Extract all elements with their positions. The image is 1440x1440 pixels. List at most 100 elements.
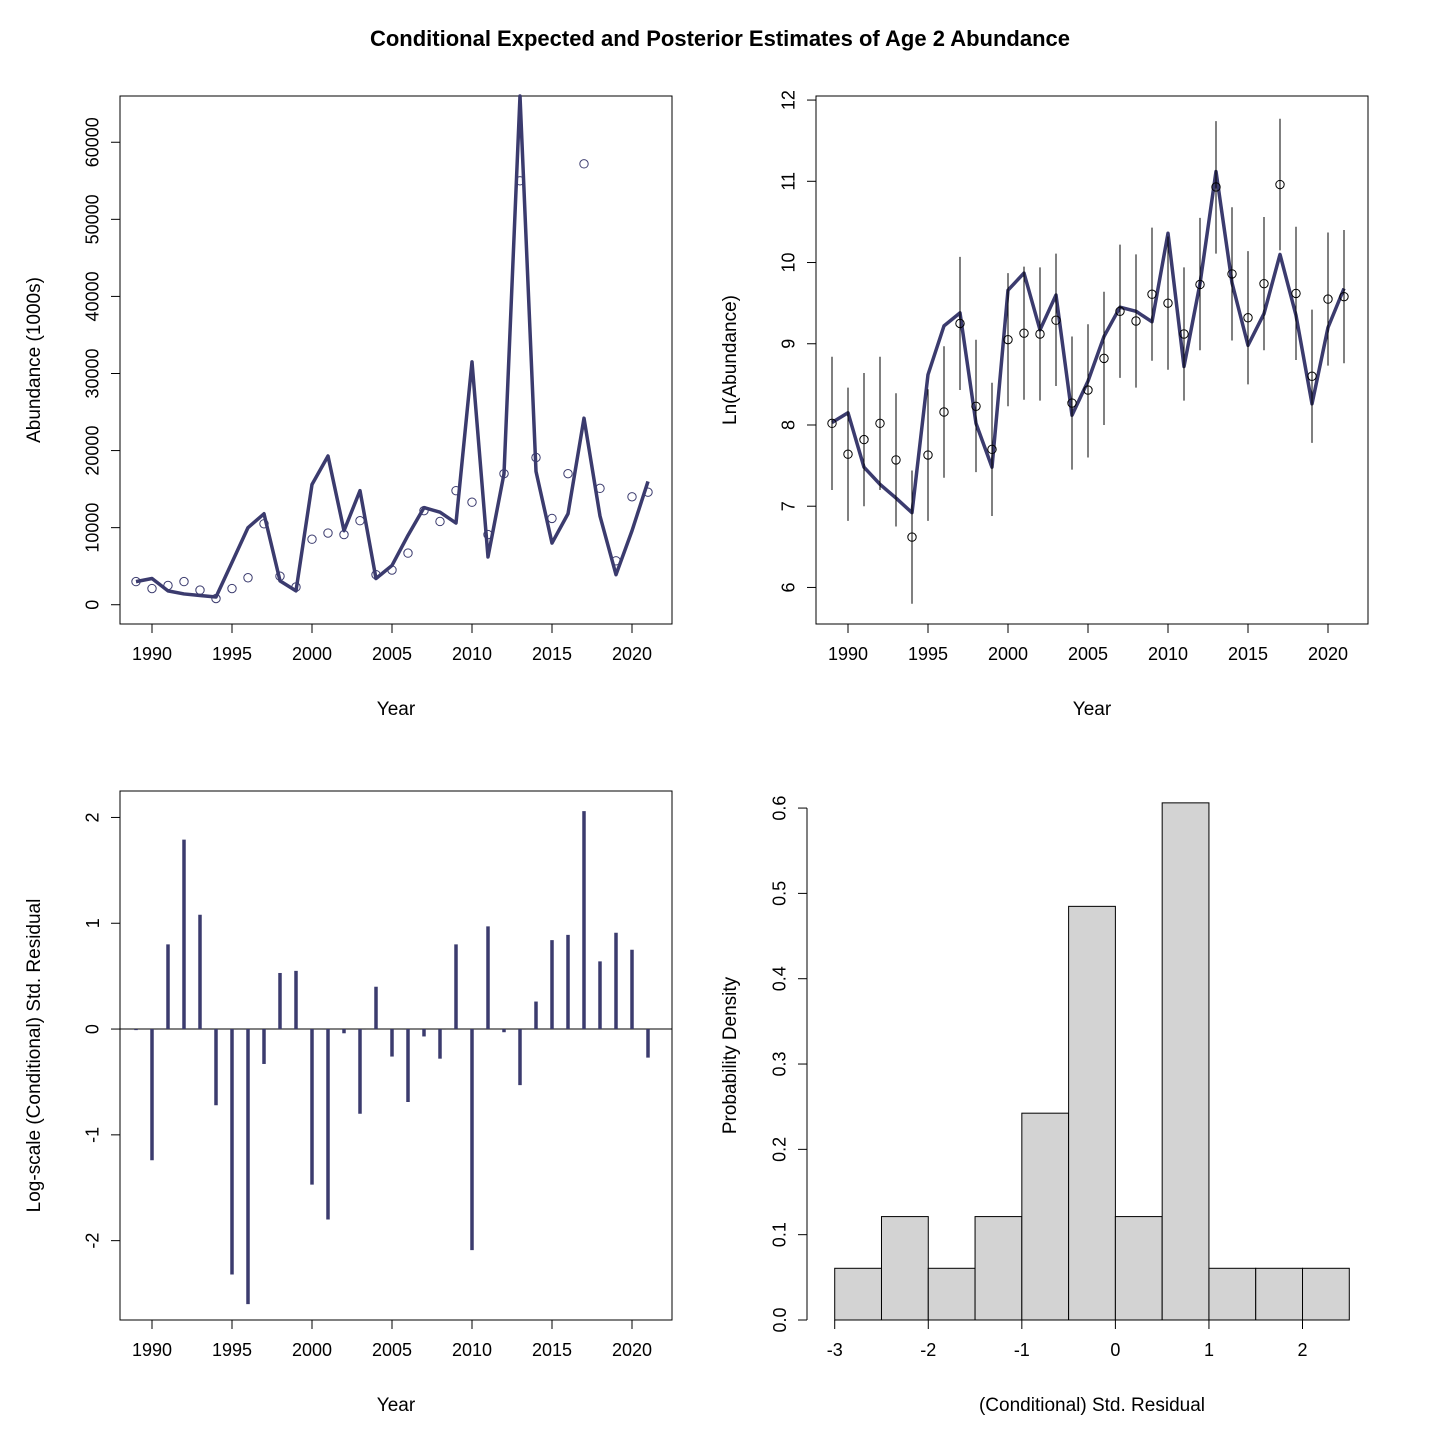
x-tick-label: 1995 — [212, 1340, 252, 1360]
data-point-posterior — [131, 576, 141, 587]
data-point-posterior — [1291, 288, 1301, 299]
data-point-posterior — [355, 516, 365, 526]
histogram-bar — [834, 1267, 882, 1321]
x-axis-label: Year — [377, 699, 416, 720]
data-point-posterior — [531, 452, 541, 463]
data-point-posterior — [1147, 289, 1157, 299]
panel-log_abundance: 1990 1995 2000 2005 2010 2015 2020 Year 6 7 8 9 10 11… — [720, 90, 1369, 720]
plot-frame — [119, 95, 673, 625]
y-tick-label: 7 — [779, 501, 799, 511]
data-point-posterior — [147, 583, 157, 594]
x-tick-label: 0 — [1110, 1340, 1120, 1360]
y-tick-label: 0.3 — [770, 1052, 790, 1077]
data-point-posterior — [195, 585, 205, 595]
data-point-posterior — [579, 159, 589, 169]
data-point-posterior — [227, 583, 237, 594]
x-tick-label: 2005 — [372, 644, 412, 664]
x-tick-label: -2 — [920, 1340, 936, 1360]
x-tick-label: 2010 — [1148, 644, 1188, 664]
y-tick-label: 0.0 — [770, 1307, 790, 1332]
data-point-posterior — [1307, 371, 1317, 381]
data-point-posterior — [1051, 315, 1061, 325]
y-tick-label: -1 — [83, 1127, 103, 1143]
y-tick-label: 40000 — [83, 271, 103, 321]
data-point-posterior — [163, 580, 173, 591]
panel-residuals: 1990 1995 2000 2005 2010 2015 2020 Year -2 -1 0 1 2 L… — [24, 790, 673, 1416]
x-tick-label: 2020 — [1308, 644, 1348, 664]
data-point-posterior — [467, 497, 477, 507]
data-point-posterior — [339, 529, 349, 540]
y-tick-label: 50000 — [83, 194, 103, 244]
data-point-posterior — [595, 483, 605, 494]
data-point-posterior — [971, 401, 981, 412]
x-tick-label: 2000 — [292, 644, 332, 664]
x-tick-label: 2015 — [532, 1340, 572, 1360]
y-axis-label: Ln(Abundance) — [720, 295, 741, 425]
data-point-posterior — [1323, 294, 1333, 304]
data-point-posterior — [643, 487, 653, 497]
data-point-posterior — [843, 449, 853, 459]
y-tick-label: 0 — [83, 600, 103, 610]
x-tick-label: 2015 — [1228, 644, 1268, 664]
data-point-posterior — [1099, 353, 1109, 364]
y-tick-label: 0.2 — [770, 1137, 790, 1162]
y-axis-label: Probability Density — [720, 976, 741, 1134]
data-point-posterior — [1275, 179, 1285, 190]
x-tick-label: 1 — [1204, 1340, 1214, 1360]
data-point-posterior — [1243, 313, 1253, 323]
y-tick-label: 10000 — [83, 503, 103, 553]
histogram-bar — [1068, 905, 1116, 1321]
x-tick-label: -1 — [1014, 1340, 1030, 1360]
x-tick-label: -3 — [827, 1340, 843, 1360]
histogram-bar — [1208, 1267, 1257, 1321]
y-tick-label: -2 — [83, 1233, 103, 1249]
data-point-posterior — [907, 532, 917, 542]
data-point-posterior — [259, 519, 269, 529]
panel-abundance: 1990 1995 2000 2005 2010 2015 2020 Year 0 10000 20… — [24, 94, 673, 720]
panel-histogram: -3 -2 -1 0 1 2 (Conditional) Std. Residual 0.0 0… — [720, 796, 1350, 1416]
data-point-posterior — [955, 318, 965, 329]
data-point-posterior — [179, 576, 189, 587]
data-point-posterior — [1067, 398, 1077, 408]
x-tick-label: 2010 — [452, 1340, 492, 1360]
figure-title: Conditional Expected and Posterior Estim… — [369, 26, 1071, 51]
data-point-posterior — [1131, 316, 1141, 326]
data-point-posterior — [243, 573, 253, 583]
data-point-posterior — [387, 565, 397, 575]
series-line-expected — [135, 94, 650, 599]
data-point-posterior — [451, 485, 461, 496]
data-point-posterior — [419, 505, 429, 516]
data-point-posterior — [547, 513, 557, 524]
y-tick-label: 9 — [779, 339, 799, 349]
data-point-posterior — [323, 528, 333, 538]
y-tick-label: 60000 — [83, 117, 103, 167]
histogram-bar — [927, 1267, 976, 1321]
data-point-posterior — [1083, 385, 1093, 395]
x-tick-label: 2000 — [292, 1340, 332, 1360]
x-tick-label: 1990 — [828, 644, 868, 664]
histogram-bar — [1255, 1267, 1304, 1321]
y-tick-label: 0 — [83, 1024, 103, 1034]
y-tick-label: 12 — [779, 90, 799, 110]
data-point-posterior — [1115, 306, 1125, 316]
x-axis-label: Year — [1073, 699, 1112, 720]
data-point-posterior — [1003, 334, 1013, 345]
data-point-posterior — [1227, 269, 1237, 279]
data-point-posterior — [515, 176, 525, 186]
x-axis-label: Year — [377, 1395, 416, 1416]
data-point-posterior — [1035, 329, 1045, 339]
x-axis-label: (Conditional) Std. Residual — [979, 1395, 1205, 1416]
x-tick-label: 2010 — [452, 644, 492, 664]
y-tick-label: 0.6 — [770, 796, 790, 821]
data-point-posterior — [1259, 278, 1269, 289]
y-tick-label: 11 — [779, 172, 799, 191]
data-point-posterior — [827, 418, 837, 429]
y-tick-label: 0.5 — [770, 881, 790, 906]
histogram-bar — [1161, 802, 1210, 1321]
plot-frame — [119, 790, 673, 1321]
data-point-posterior — [987, 444, 997, 455]
data-point-posterior — [435, 516, 445, 527]
plot-frame — [815, 95, 1369, 625]
